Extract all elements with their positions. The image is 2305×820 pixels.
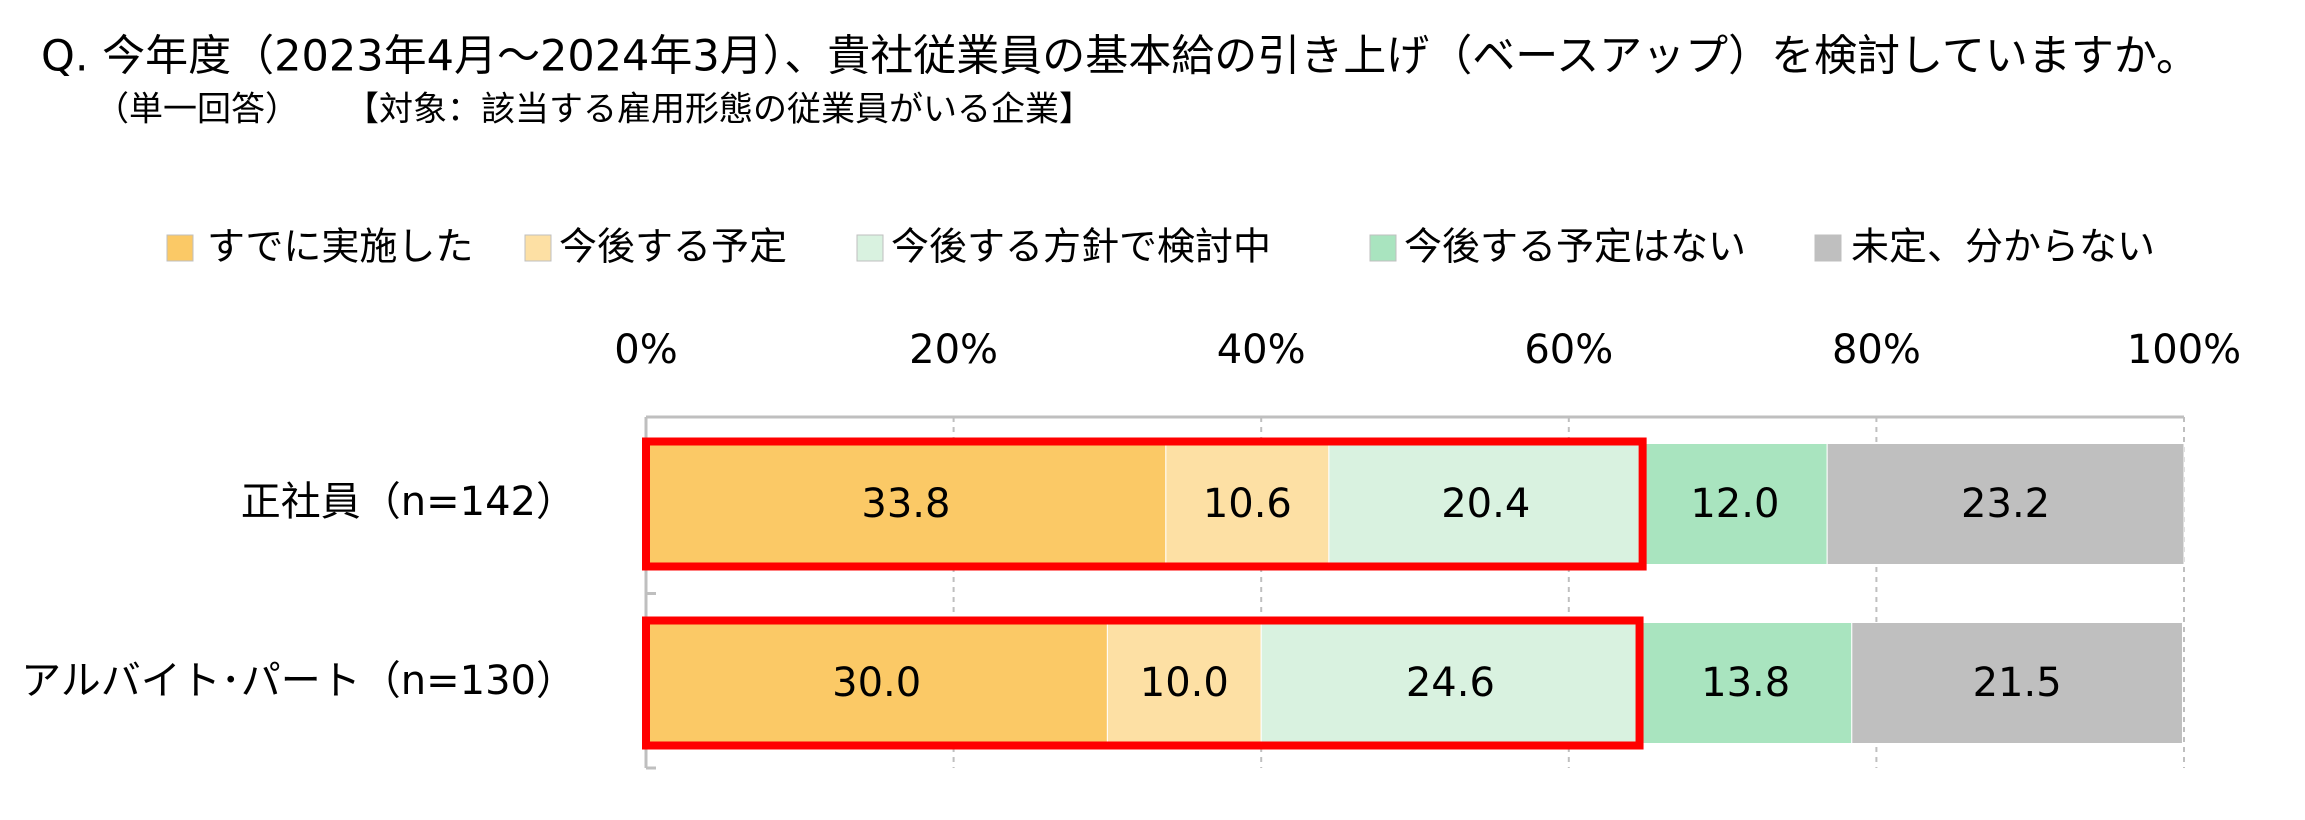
legend-label: すでに実施した [207, 225, 473, 269]
data-label: 10.6 [1203, 481, 1292, 527]
data-label: 13.8 [1701, 660, 1790, 706]
data-label: 21.5 [1973, 660, 2062, 706]
chart-subtitle: （単一回答） [95, 90, 299, 130]
highlight-box [642, 616, 1644, 750]
y-tick-label: アルバイト･パート（n=130） [21, 658, 576, 704]
legend-label: 未定、分からない [1851, 225, 2155, 269]
data-label: 10.0 [1140, 660, 1229, 706]
data-label: 30.0 [832, 660, 921, 706]
legend-swatch [1369, 234, 1397, 262]
bar-segment [1826, 443, 2185, 565]
legend-swatch [524, 234, 552, 262]
y-tick-label: 正社員（n=142） [241, 479, 576, 525]
bar-segment [1260, 622, 1641, 744]
x-tick-label: 40% [1217, 327, 1306, 373]
legend-label: 今後する予定はない [1404, 225, 1746, 269]
data-label: 23.2 [1961, 481, 2050, 527]
data-label: 33.8 [861, 481, 950, 527]
legend-label: 今後する方針で検討中 [891, 225, 1271, 269]
x-tick-label: 60% [1524, 327, 1613, 373]
legend-swatch [856, 234, 884, 262]
chart-title: Q. 今年度（2023年4月～2024年3月）、貴社従業員の基本給の引き上げ（ベ… [41, 32, 2199, 82]
bar-segment [645, 443, 1167, 565]
chart-note: 【対象：該当する雇用形態の従業員がいる企業】 [345, 90, 1093, 130]
legend-swatch [166, 234, 194, 262]
data-label: 12.0 [1690, 481, 1779, 527]
bar-segment [1106, 622, 1262, 744]
highlight-box [642, 437, 1647, 571]
bar-segment [1642, 443, 1828, 565]
x-tick-label: 20% [909, 327, 998, 373]
bar-segment [1328, 443, 1644, 565]
x-tick-label: 0% [614, 327, 677, 373]
x-tick-label: 100% [2127, 327, 2241, 373]
data-label: 20.4 [1441, 481, 1530, 527]
x-tick-label: 80% [1832, 327, 1921, 373]
legend-label: 今後する予定 [559, 225, 787, 269]
bar-segment [1851, 622, 2183, 744]
data-label: 24.6 [1406, 660, 1495, 706]
bar-segment [645, 622, 1108, 744]
legend-swatch [1814, 234, 1842, 262]
